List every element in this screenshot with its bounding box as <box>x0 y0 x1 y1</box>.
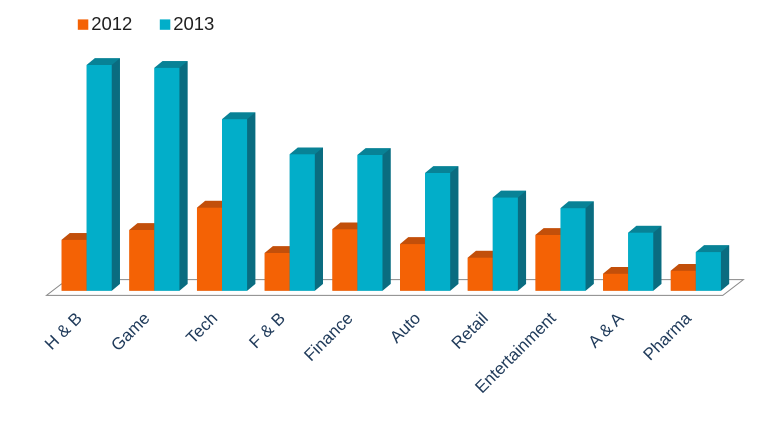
svg-text:2013: 2013 <box>173 13 214 34</box>
svg-text:2012: 2012 <box>91 13 132 34</box>
